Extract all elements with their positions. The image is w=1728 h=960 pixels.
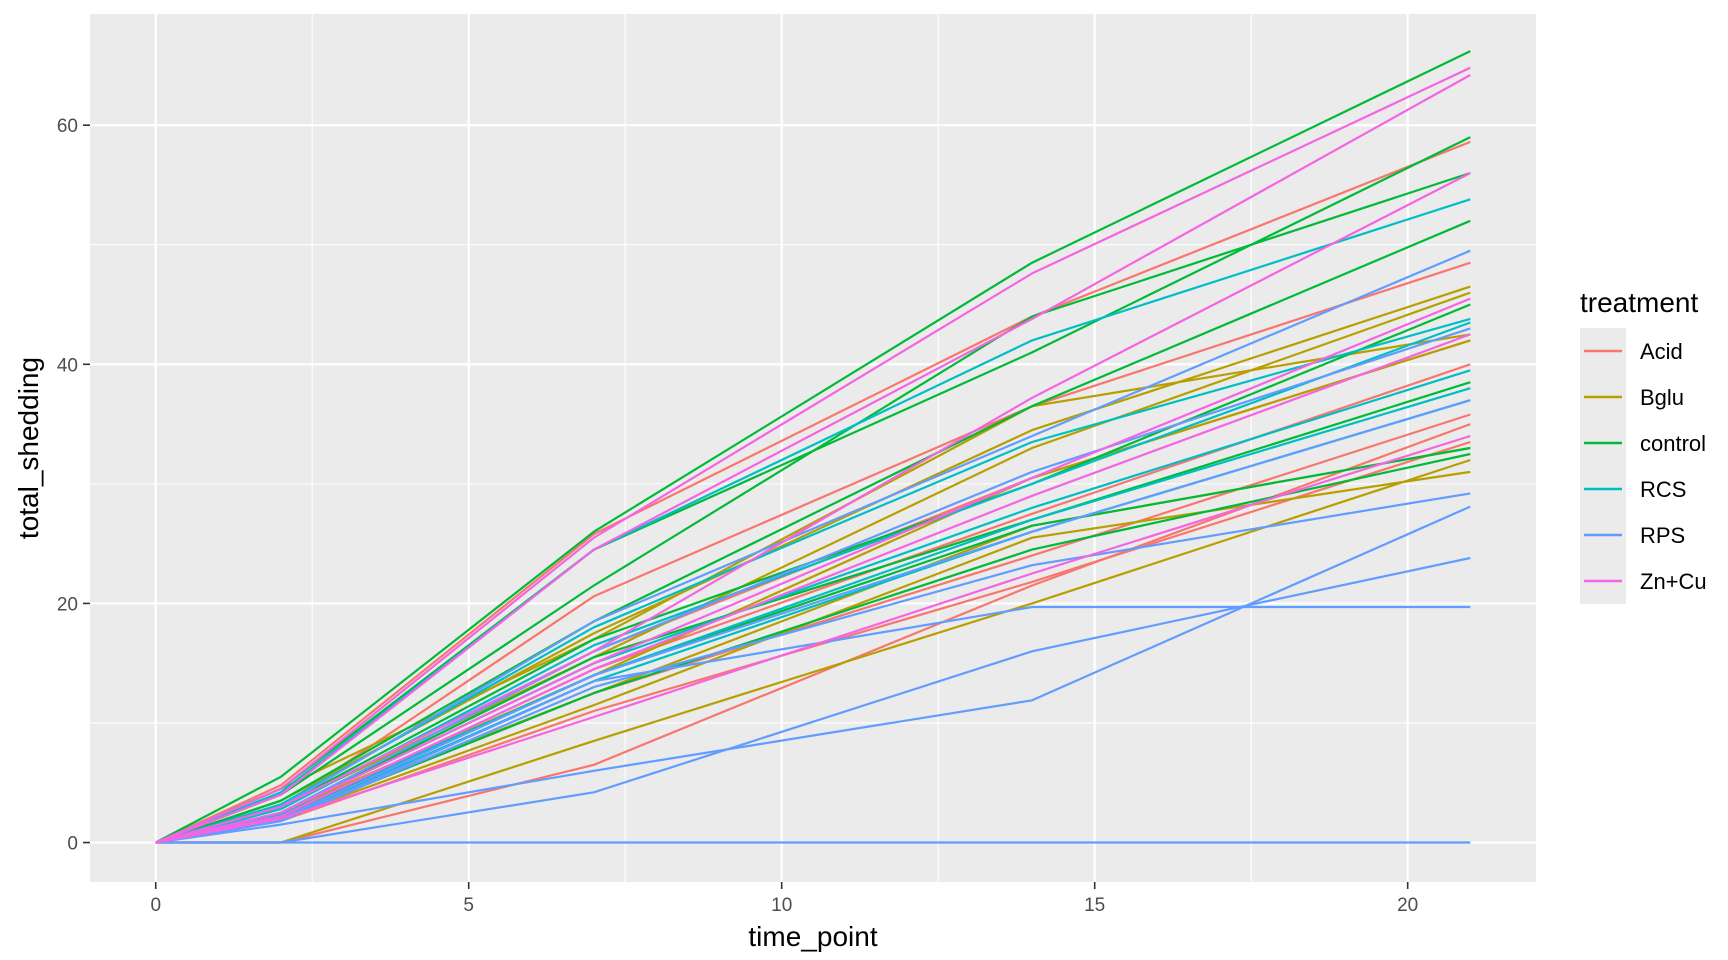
y-tick-label: 0: [67, 834, 78, 855]
legend-label: RCS: [1640, 477, 1686, 502]
series-line: [155, 172, 1471, 844]
series-line: [155, 321, 1471, 844]
series-line: [155, 434, 1471, 844]
x-axis-title: time_point: [748, 921, 877, 952]
series-line: [155, 333, 1471, 844]
plot-panel: [90, 14, 1536, 882]
series-line: [155, 505, 1471, 844]
y-tick-label: 40: [57, 355, 78, 376]
x-tick-label: 10: [771, 895, 792, 916]
legend-items: Acid Bglu control RCS RPS Zn+Cu: [1580, 328, 1707, 604]
x-tick-label: 15: [1084, 895, 1105, 916]
series-line: [155, 605, 1471, 844]
series-line: [155, 74, 1471, 844]
series-line: [155, 66, 1471, 844]
series-line: [155, 140, 1471, 844]
legend-label: Zn+Cu: [1640, 569, 1707, 594]
y-axis-title: total_shedding: [13, 357, 44, 539]
x-tick-label: 0: [150, 895, 161, 916]
legend: treatment Acid Bglu control RCS RPS Zn+Cu: [1580, 287, 1707, 604]
series-line: [155, 317, 1471, 844]
x-tick-label: 20: [1397, 895, 1418, 916]
legend-title: treatment: [1580, 287, 1698, 318]
series-lines: [155, 50, 1471, 844]
legend-label: RPS: [1640, 523, 1685, 548]
y-axis-ticks: 0 20 40 60: [57, 116, 90, 855]
series-line: [155, 50, 1471, 844]
legend-label: Acid: [1640, 339, 1683, 364]
x-axis-ticks: 0 5 10 15 20: [150, 882, 1418, 916]
y-tick-label: 60: [57, 116, 78, 137]
series-line: [155, 297, 1471, 844]
legend-label: control: [1640, 431, 1706, 456]
legend-label: Bglu: [1640, 385, 1684, 410]
y-tick-label: 20: [57, 594, 78, 615]
x-tick-label: 5: [463, 895, 474, 916]
